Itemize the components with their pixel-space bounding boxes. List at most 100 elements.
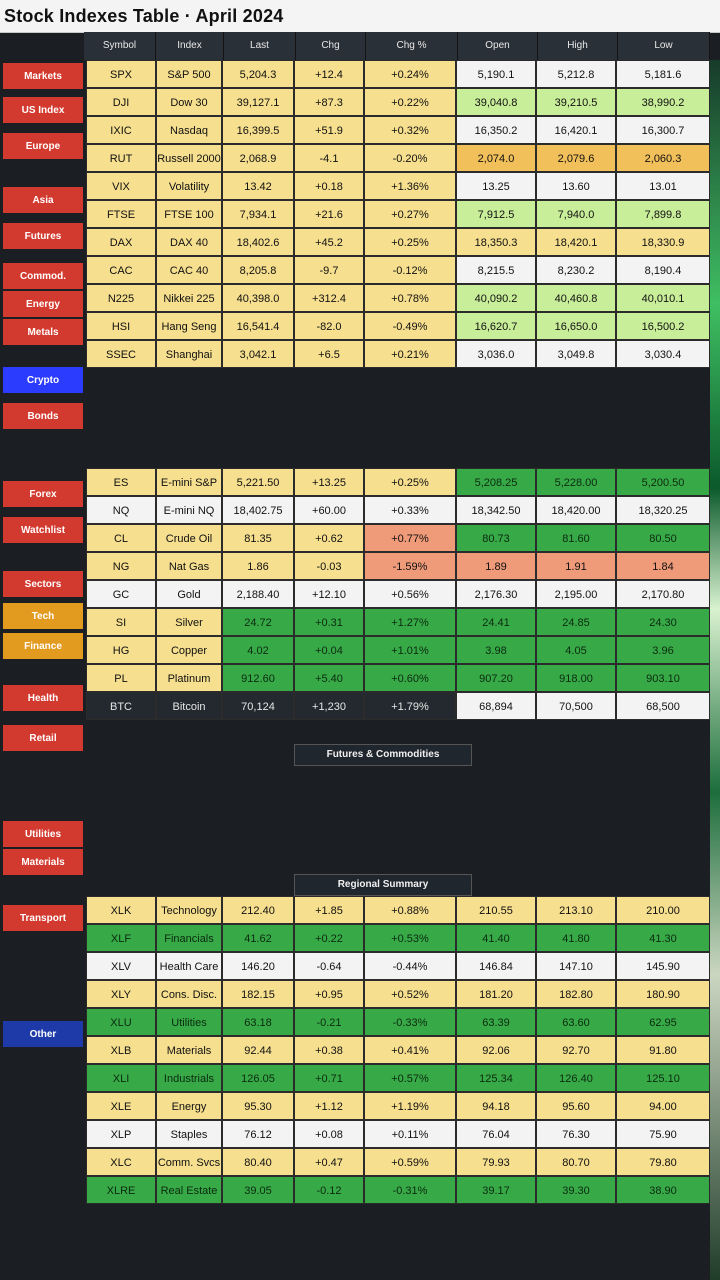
table-cell: 92.70: [536, 1036, 616, 1064]
table-cell: Utilities: [156, 1008, 222, 1036]
table-row[interactable]: SPX S&P 500 5,204.3 +12.4 +0.24% 5,190.1 5,212…: [86, 60, 710, 88]
table-row[interactable]: VIX Volatility 13.42 +0.18 +1.36% 13.25 13.60 1…: [86, 172, 710, 200]
header-low[interactable]: Low: [618, 32, 710, 60]
side-label[interactable]: US Index: [2, 96, 84, 124]
section-label-futures: Futures & Commodities: [294, 744, 472, 766]
table-cell: 5,204.3: [222, 60, 294, 88]
side-label[interactable]: Energy: [2, 290, 84, 318]
table-row[interactable]: XLK Technology 212.40 +1.85 +0.88% 210.55 213.…: [86, 896, 710, 924]
side-label[interactable]: Europe: [2, 132, 84, 160]
table-cell: 75.90: [616, 1120, 710, 1148]
table-row[interactable]: GC Gold 2,188.40 +12.10 +0.56% 2,176.30 2,195.…: [86, 580, 710, 608]
side-label[interactable]: Metals: [2, 318, 84, 346]
table-cell: 180.90: [616, 980, 710, 1008]
table-row[interactable]: RUT Russell 2000 2,068.9 -4.1 -0.20% 2,074.0 2…: [86, 144, 710, 172]
table-row[interactable]: XLE Energy 95.30 +1.12 +1.19% 94.18 95.60 94.00: [86, 1092, 710, 1120]
table-row[interactable]: CAC CAC 40 8,205.8 -9.7 -0.12% 8,215.5 8,230.2…: [86, 256, 710, 284]
table-cell: +0.56%: [364, 580, 456, 608]
table-cell: PL: [86, 664, 156, 692]
table-cell: Industrials: [156, 1064, 222, 1092]
header-last[interactable]: Last: [224, 32, 296, 60]
table-row[interactable]: FTSE FTSE 100 7,934.1 +21.6 +0.27% 7,912.5 7,9…: [86, 200, 710, 228]
table-cell: XLV: [86, 952, 156, 980]
table-row[interactable]: XLY Cons. Disc. 182.15 +0.95 +0.52% 181.20 182…: [86, 980, 710, 1008]
table-row[interactable]: XLB Materials 92.44 +0.38 +0.41% 92.06 92.70 91…: [86, 1036, 710, 1064]
table-cell: ES: [86, 468, 156, 496]
header-high[interactable]: High: [538, 32, 618, 60]
table-cell: 18,402.6: [222, 228, 294, 256]
scrollbar[interactable]: [710, 60, 720, 1280]
header-symbol[interactable]: Symbol: [84, 32, 156, 60]
table-cell: SI: [86, 608, 156, 636]
header-chg[interactable]: Chg: [296, 32, 366, 60]
table-row[interactable]: BTC Bitcoin 70,124 +1,230 +1.79% 68,894 70,500…: [86, 692, 710, 720]
table-cell: 5,212.8: [536, 60, 616, 88]
table-cell: +1.85: [294, 896, 364, 924]
table-row[interactable]: ES E-mini S&P 5,221.50 +13.25 +0.25% 5,208.25…: [86, 468, 710, 496]
table-cell: FTSE: [86, 200, 156, 228]
side-label[interactable]: Watchlist: [2, 516, 84, 544]
side-label[interactable]: Commod.: [2, 262, 84, 290]
side-label[interactable]: Health: [2, 684, 84, 712]
header-chg-pct[interactable]: Chg %: [366, 32, 458, 60]
table-cell: 38,990.2: [616, 88, 710, 116]
table-cell: NQ: [86, 496, 156, 524]
table-cell: 39.05: [222, 1176, 294, 1204]
side-label[interactable]: Sectors: [2, 570, 84, 598]
table-row[interactable]: XLF Financials 41.62 +0.22 +0.53% 41.40 41.80 4…: [86, 924, 710, 952]
table-cell: 18,402.75: [222, 496, 294, 524]
table-row[interactable]: HSI Hang Seng 16,541.4 -82.0 -0.49% 16,620.7 1…: [86, 312, 710, 340]
side-label[interactable]: Tech: [2, 602, 84, 630]
side-label[interactable]: Asia: [2, 186, 84, 214]
table-row[interactable]: XLI Industrials 126.05 +0.71 +0.57% 125.34 126…: [86, 1064, 710, 1092]
table-row[interactable]: PL Platinum 912.60 +5.40 +0.60% 907.20 918.00 9…: [86, 664, 710, 692]
side-label[interactable]: Bonds: [2, 402, 84, 430]
table-cell: +0.25%: [364, 228, 456, 256]
table-cell: 68,894: [456, 692, 536, 720]
table-cell: 126.40: [536, 1064, 616, 1092]
table-cell: 1.91: [536, 552, 616, 580]
table-cell: -0.20%: [364, 144, 456, 172]
side-label[interactable]: Finance: [2, 632, 84, 660]
table-cell: +0.22: [294, 924, 364, 952]
side-label[interactable]: Retail: [2, 724, 84, 752]
side-label[interactable]: Crypto: [2, 366, 84, 394]
side-label[interactable]: Transport: [2, 904, 84, 932]
table-cell: -0.21: [294, 1008, 364, 1036]
table-row[interactable]: SI Silver 24.72 +0.31 +1.27% 24.41 24.85 24.30: [86, 608, 710, 636]
table-cell: 94.00: [616, 1092, 710, 1120]
table-cell: 3,036.0: [456, 340, 536, 368]
table-cell: +60.00: [294, 496, 364, 524]
table-row[interactable]: HG Copper 4.02 +0.04 +1.01% 3.98 4.05 3.96: [86, 636, 710, 664]
table-row[interactable]: NG Nat Gas 1.86 -0.03 -1.59% 1.89 1.91 1.84: [86, 552, 710, 580]
table-row[interactable]: NQ E-mini NQ 18,402.75 +60.00 +0.33% 18,342.5…: [86, 496, 710, 524]
table-cell: XLRE: [86, 1176, 156, 1204]
table-row[interactable]: XLU Utilities 63.18 -0.21 -0.33% 63.39 63.60 62…: [86, 1008, 710, 1036]
table-row[interactable]: SSEC Shanghai 3,042.1 +6.5 +0.21% 3,036.0 3,04…: [86, 340, 710, 368]
table-row[interactable]: DJI Dow 30 39,127.1 +87.3 +0.22% 39,040.8 39,2…: [86, 88, 710, 116]
side-label[interactable]: Materials: [2, 848, 84, 876]
side-label[interactable]: Utilities: [2, 820, 84, 848]
table-cell: 70,500: [536, 692, 616, 720]
table-row[interactable]: CL Crude Oil 81.35 +0.62 +0.77% 80.73 81.60 80.…: [86, 524, 710, 552]
table-cell: 13.42: [222, 172, 294, 200]
side-label[interactable]: Futures: [2, 222, 84, 250]
table-row[interactable]: DAX DAX 40 18,402.6 +45.2 +0.25% 18,350.3 18,4…: [86, 228, 710, 256]
table-row[interactable]: XLP Staples 76.12 +0.08 +0.11% 76.04 76.30 75.9…: [86, 1120, 710, 1148]
table-row[interactable]: N225 Nikkei 225 40,398.0 +312.4 +0.78% 40,090…: [86, 284, 710, 312]
header-index[interactable]: Index: [156, 32, 224, 60]
side-label[interactable]: Other: [2, 1020, 84, 1048]
table-row[interactable]: XLC Comm. Svcs 80.40 +0.47 +0.59% 79.93 80.70 7…: [86, 1148, 710, 1176]
side-label[interactable]: Markets: [2, 62, 84, 90]
table-cell: -0.12: [294, 1176, 364, 1204]
table-cell: 39,127.1: [222, 88, 294, 116]
table-row[interactable]: IXIC Nasdaq 16,399.5 +51.9 +0.32% 16,350.2 16,…: [86, 116, 710, 144]
table-row[interactable]: XLRE Real Estate 39.05 -0.12 -0.31% 39.17 39.3…: [86, 1176, 710, 1204]
side-label[interactable]: Forex: [2, 480, 84, 508]
table-cell: 212.40: [222, 896, 294, 924]
table-cell: Russell 2000: [156, 144, 222, 172]
table-row[interactable]: XLV Health Care 146.20 -0.64 -0.44% 146.84 147…: [86, 952, 710, 980]
table-cell: 95.60: [536, 1092, 616, 1120]
header-open[interactable]: Open: [458, 32, 538, 60]
table-cell: 3,042.1: [222, 340, 294, 368]
